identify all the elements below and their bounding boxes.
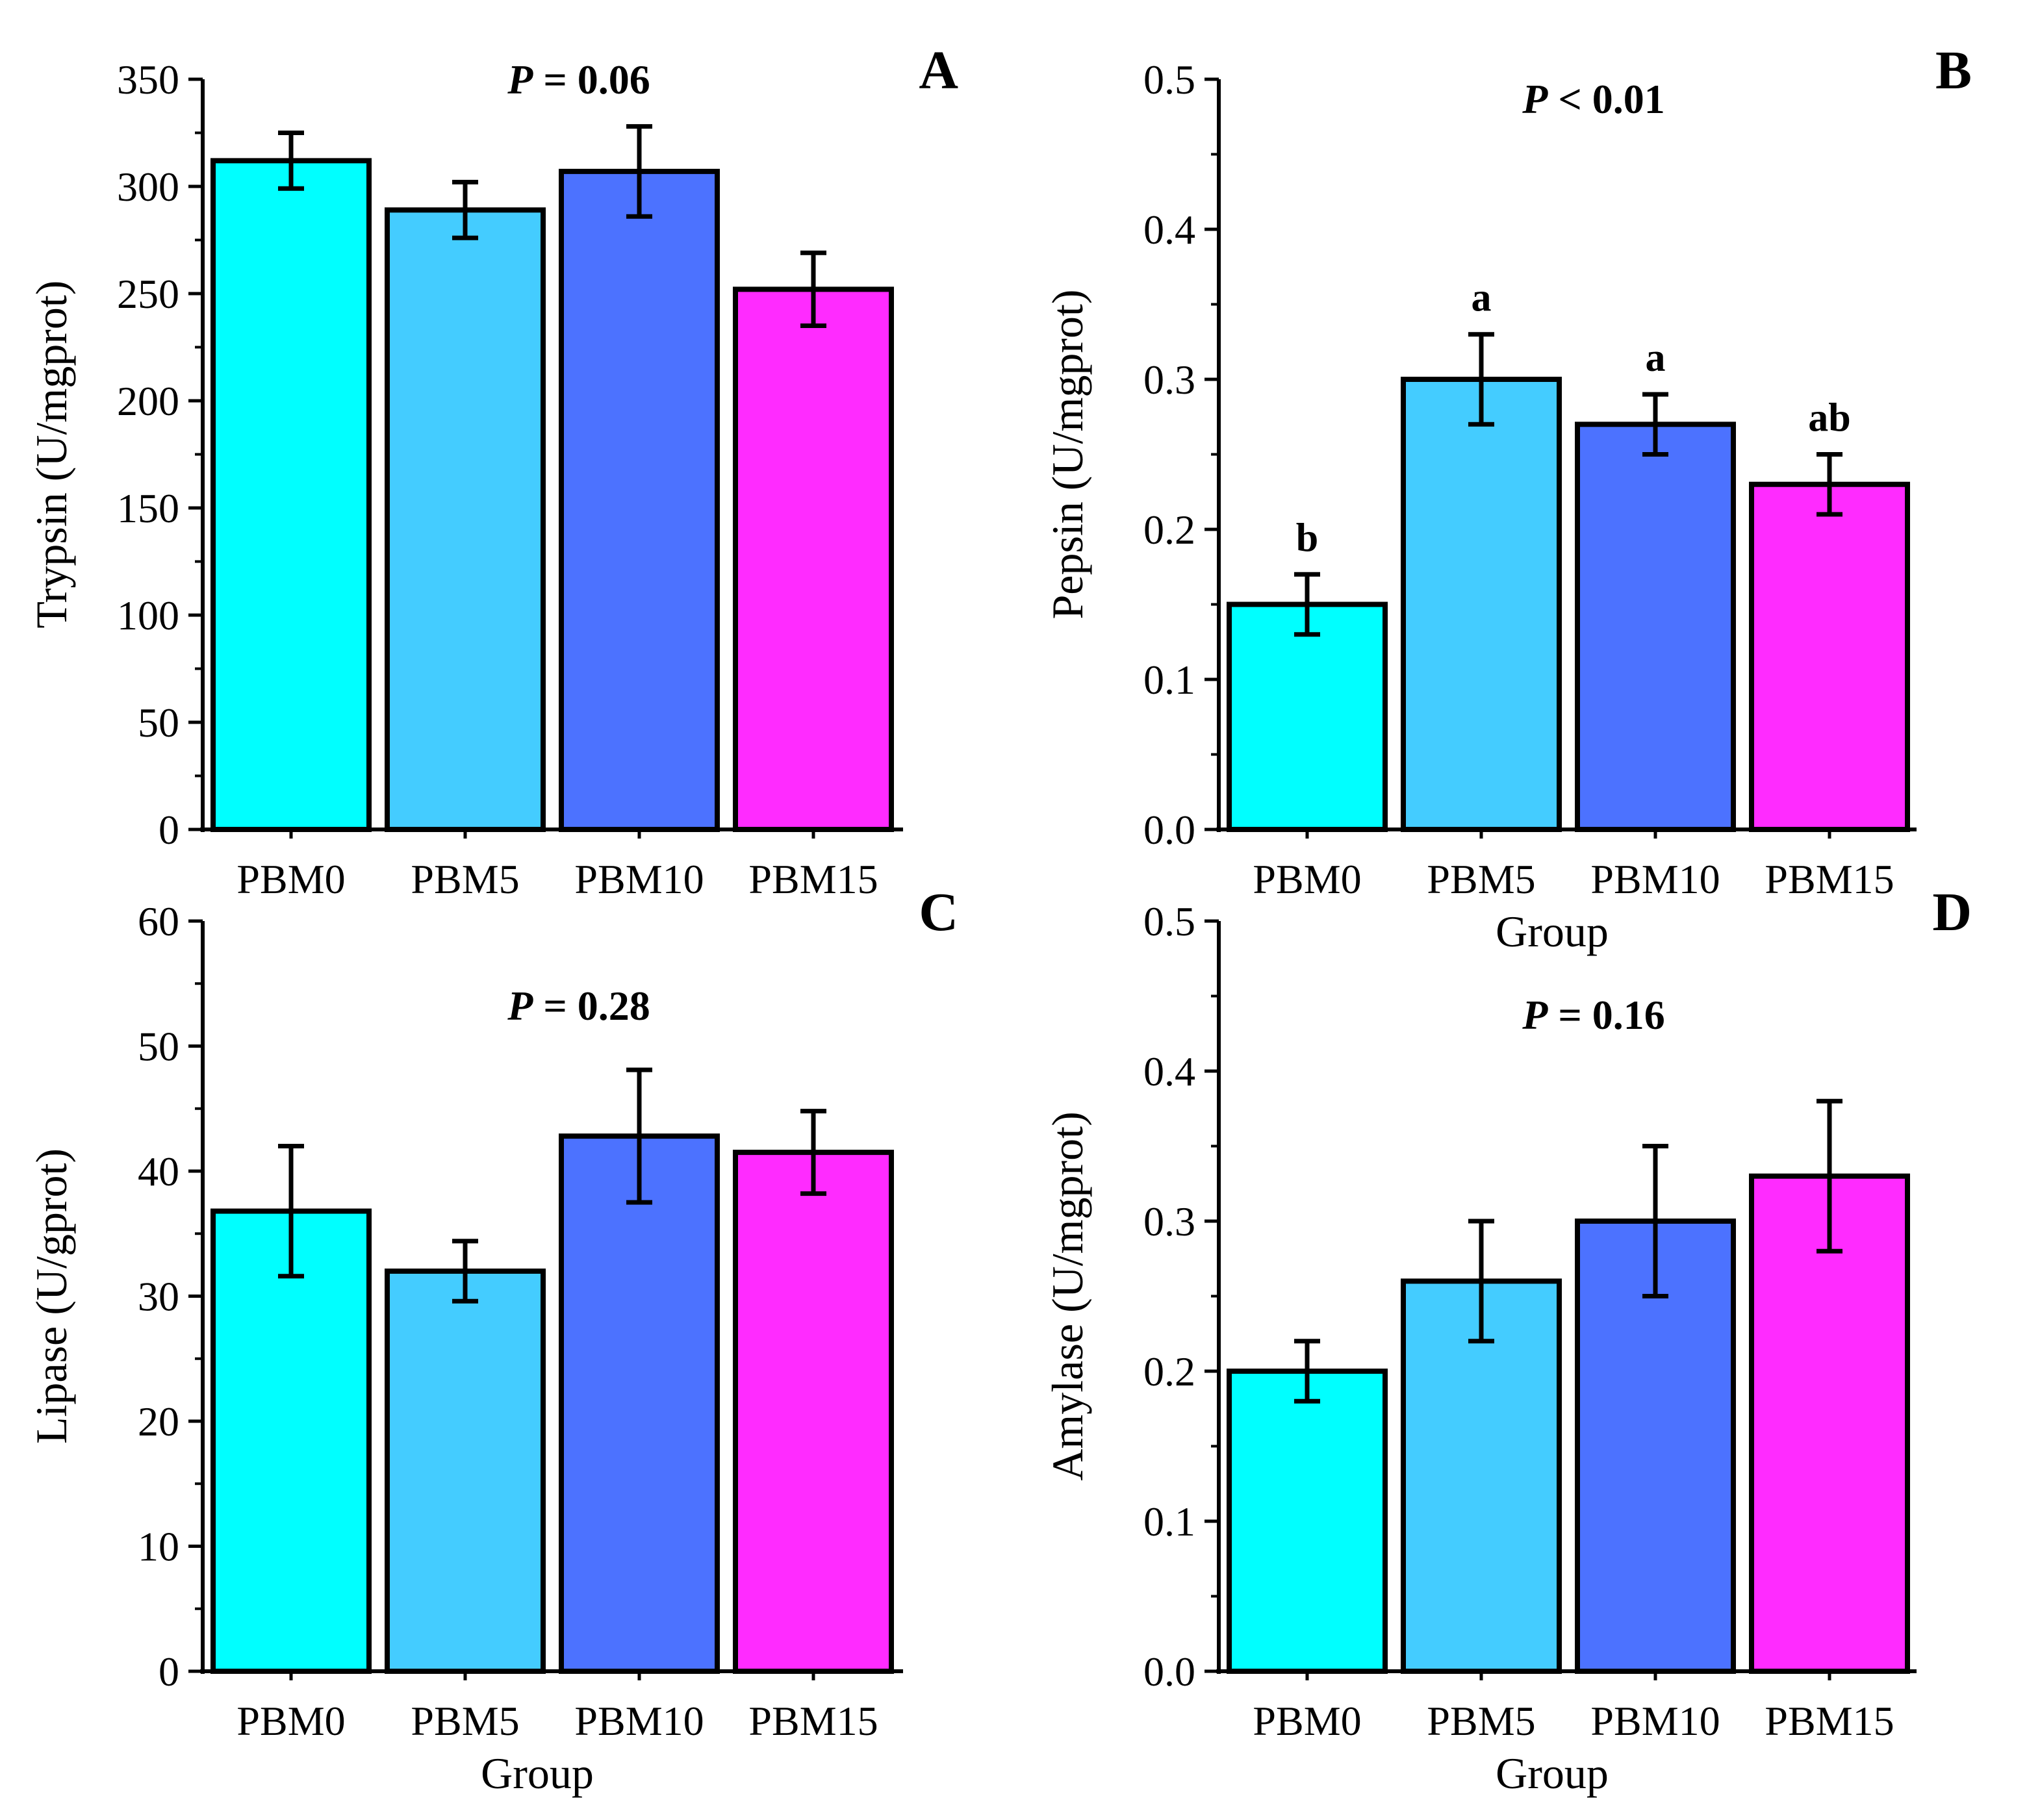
y-tick-label: 100: [117, 592, 179, 638]
y-tick-label: 50: [138, 700, 179, 746]
chart-panel-a: PBM0 PBM5 PBM10 PBM15 0 50 100 150 200 250 300 350 T…: [27, 40, 958, 902]
y-tick-label: 60: [138, 898, 179, 944]
p-value-text: = 0.28: [533, 983, 650, 1029]
significance-letter-pbm5: a: [1472, 276, 1492, 320]
p-symbol: P: [507, 57, 533, 103]
p-value-annotation: P = 0.16: [1522, 992, 1665, 1038]
x-tick-label-pbm0: PBM0: [236, 1698, 345, 1744]
p-symbol: P: [1522, 992, 1548, 1038]
x-tick-label-pbm15: PBM15: [1765, 856, 1894, 902]
x-tick-label-pbm5: PBM5: [411, 1698, 519, 1744]
y-tick-label: 0.4: [1143, 1048, 1195, 1094]
bar-pbm5: [1401, 1278, 1562, 1674]
bar-pbm10: [1575, 422, 1736, 832]
y-tick-label: 0.3: [1143, 357, 1195, 403]
panel-label: D: [1932, 882, 1972, 942]
y-tick-label: 0.5: [1143, 898, 1195, 944]
x-tick-label-pbm10: PBM10: [574, 856, 704, 902]
y-axis-label: Amylase (U/mgprot): [1043, 1111, 1092, 1480]
p-value-annotation: P = 0.28: [507, 983, 650, 1029]
y-tick-label: 10: [138, 1524, 179, 1570]
x-tick-label-pbm10: PBM10: [1590, 856, 1720, 902]
p-symbol: P: [1522, 76, 1548, 122]
y-tick-label: 20: [138, 1398, 179, 1445]
y-tick-label: 0.0: [1143, 1649, 1195, 1695]
y-tick-label: 0: [159, 1649, 179, 1695]
y-tick-label: 350: [117, 57, 179, 103]
x-tick-label-pbm15: PBM15: [1765, 1698, 1894, 1744]
y-tick-label: 0.4: [1143, 207, 1195, 253]
bar-pbm15: [733, 286, 894, 832]
y-tick-label: 0.2: [1143, 1348, 1195, 1395]
p-value-text: < 0.01: [1548, 76, 1664, 122]
y-tick-label: 30: [138, 1274, 179, 1320]
x-tick-label-pbm0: PBM0: [1253, 856, 1361, 902]
y-axis-label: Pepsin (U/mgprot): [1043, 289, 1092, 619]
bar-pbm0: [210, 158, 372, 832]
p-value-text: = 0.06: [533, 57, 650, 103]
bar-pbm5: [385, 1269, 546, 1674]
y-tick-label: 250: [117, 271, 179, 317]
p-value-annotation: P = 0.06: [507, 57, 650, 103]
significance-letter-pbm15: ab: [1808, 396, 1850, 440]
bar-pbm10: [559, 1133, 720, 1674]
bar-pbm5: [1401, 377, 1562, 832]
x-tick-label-pbm0: PBM0: [1253, 1698, 1361, 1744]
y-tick-label: 0: [159, 807, 179, 853]
p-symbol: P: [507, 983, 533, 1029]
x-tick-label-pbm10: PBM10: [574, 1698, 704, 1744]
x-axis-label: Group: [1496, 907, 1609, 956]
y-tick-label: 0.3: [1143, 1198, 1195, 1245]
y-axis-label: Trypsin (U/mgprot): [27, 281, 76, 629]
bar-pbm0: [210, 1208, 372, 1674]
p-value-annotation: P < 0.01: [1522, 76, 1665, 122]
bar-pbm0: [1227, 601, 1388, 832]
panel-label: C: [919, 882, 958, 942]
y-tick-label: 0.1: [1143, 1498, 1195, 1545]
y-tick-label: 0.1: [1143, 657, 1195, 703]
bar-pbm5: [385, 207, 546, 832]
x-axis-label: Group: [481, 1749, 594, 1798]
bar-pbm15: [1749, 481, 1910, 832]
x-tick-label-pbm15: PBM15: [748, 1698, 878, 1744]
chart-panel-d: PBM0 PBM5 PBM10 PBM15 0.0 0.1 0.2 0.3 0.4 0.5 Amyl…: [1043, 882, 1972, 1798]
y-tick-label: 40: [138, 1148, 179, 1194]
x-tick-label-pbm5: PBM5: [1427, 856, 1535, 902]
y-tick-label: 0.5: [1143, 57, 1195, 103]
y-tick-label: 0.0: [1143, 807, 1195, 853]
bar-pbm15: [733, 1150, 894, 1674]
y-tick-label: 300: [117, 164, 179, 210]
chart-panel-c: PBM0 PBM5 PBM10 PBM15 0 10 20 30 40 50 60 Lipase (U…: [27, 882, 958, 1798]
significance-letter-pbm10: a: [1646, 336, 1666, 380]
y-tick-label: 50: [138, 1024, 179, 1070]
significance-letter-pbm0: b: [1296, 516, 1318, 560]
bar-pbm10: [559, 168, 720, 832]
p-value-text: = 0.16: [1548, 992, 1664, 1038]
x-tick-label-pbm5: PBM5: [411, 856, 519, 902]
x-tick-label-pbm5: PBM5: [1427, 1698, 1535, 1744]
panel-label: B: [1935, 40, 1972, 101]
y-axis-label: Lipase (U/gprot): [27, 1148, 76, 1444]
x-tick-label-pbm15: PBM15: [748, 856, 878, 902]
chart-panel-b: b PBM0 a PBM5 a PBM10 ab PBM15 0.0 0.1 0.2 0.3 0.4 0.…: [1043, 40, 1972, 956]
bar-pbm0: [1227, 1369, 1388, 1674]
panel-label: A: [919, 40, 958, 101]
y-tick-label: 200: [117, 378, 179, 424]
x-axis-label: Group: [1496, 1749, 1609, 1798]
y-tick-label: 0.2: [1143, 507, 1195, 553]
x-tick-label-pbm10: PBM10: [1590, 1698, 1720, 1744]
y-tick-label: 150: [117, 485, 179, 531]
x-tick-label-pbm0: PBM0: [236, 856, 345, 902]
